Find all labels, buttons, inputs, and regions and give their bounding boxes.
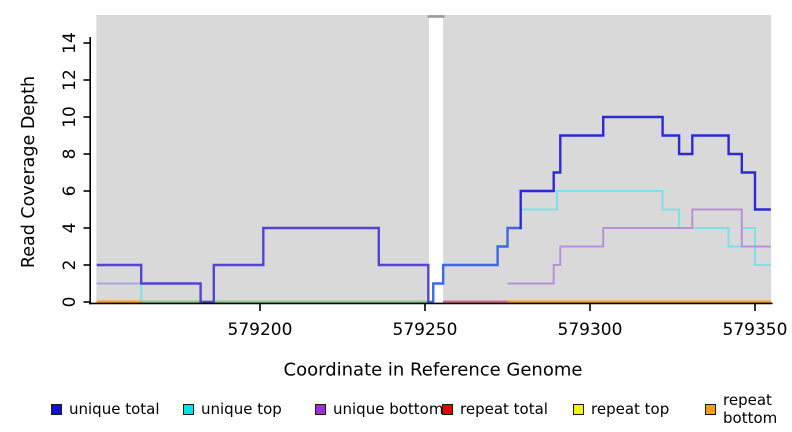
legend-item-unique-total: unique total — [51, 400, 160, 418]
legend-item-repeat-bottom: repeat bottom — [705, 391, 792, 427]
legend-swatch-icon — [315, 403, 326, 415]
legend-label: repeat top — [591, 400, 670, 418]
x-axis-title: Coordinate in Reference Genome — [283, 359, 583, 381]
legend-swatch-icon — [183, 403, 194, 415]
legend-swatch-icon — [573, 403, 584, 415]
masked-region — [428, 17, 444, 303]
y-axis-title: Read Coverage Depth — [19, 75, 39, 269]
y-tick-label: 8 — [60, 148, 80, 160]
x-tick-label: 579300 — [557, 320, 623, 340]
legend-item-unique-top: unique top — [183, 400, 282, 418]
series-line-unique-bottom — [507, 208, 771, 285]
legend-label: unique bottom — [333, 400, 444, 418]
legend-swatch-icon — [442, 403, 453, 415]
legend-label: unique top — [201, 400, 282, 418]
legend-swatch-icon — [51, 403, 62, 415]
y-tick-label: 6 — [60, 185, 80, 197]
y-tick-label: 2 — [60, 259, 80, 271]
series-line-unique-total — [429, 226, 520, 304]
legend-item-repeat-total: repeat total — [442, 400, 548, 418]
masked-region-cap — [427, 15, 445, 18]
y-tick-label: 0 — [60, 296, 80, 308]
y-tick-label: 12 — [60, 69, 80, 91]
legend-item-unique-bottom: unique bottom — [315, 400, 443, 418]
legend-item-repeat-top: repeat top — [573, 400, 669, 418]
y-tick-label: 10 — [60, 106, 80, 128]
y-tick-label: 14 — [60, 32, 80, 54]
x-tick-label: 579200 — [227, 320, 293, 340]
legend-swatch-icon — [705, 403, 716, 415]
x-tick-label: 579250 — [392, 320, 458, 340]
legend-label: repeat total — [460, 400, 548, 418]
series-line-unique-total — [96, 226, 430, 304]
legend-label: unique total — [69, 400, 160, 418]
series-line-unique-total — [519, 115, 771, 230]
y-tick-label: 4 — [60, 222, 80, 234]
legend-label: repeat bottom — [723, 391, 778, 427]
x-tick-label: 579350 — [722, 320, 788, 340]
